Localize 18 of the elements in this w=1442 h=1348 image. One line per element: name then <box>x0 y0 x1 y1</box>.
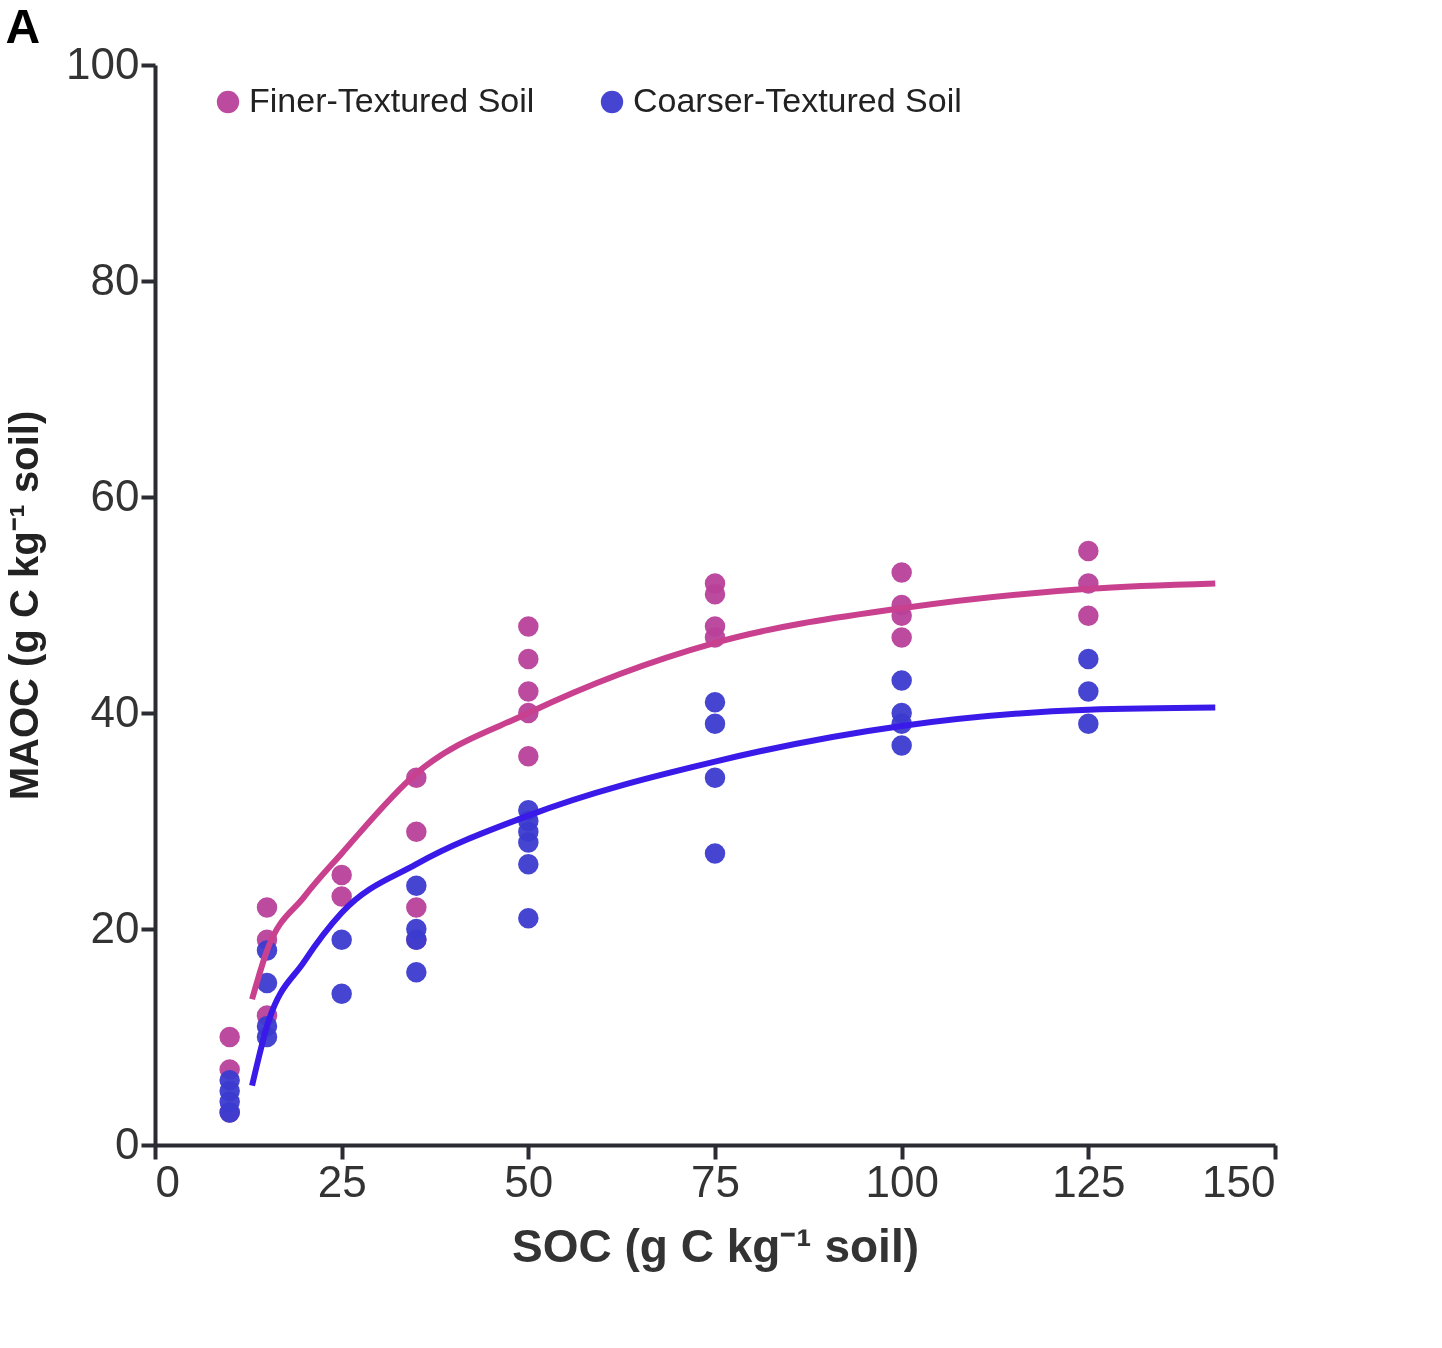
y-tick-label: 0 <box>115 1118 140 1168</box>
x-tick-label: 0 <box>155 1156 180 1206</box>
chart-title: A <box>5 0 41 53</box>
x-tick-label: 75 <box>691 1156 740 1206</box>
x-tick-label: 150 <box>1202 1156 1276 1206</box>
x-axis-title: SOC (g C kg⁻¹ soil) <box>512 1219 919 1272</box>
y-axis-title: MAOC (g C kg⁻¹ soil) <box>2 410 47 801</box>
legend-label: Coarser-Textured Soil <box>633 81 962 119</box>
x-tick-label: 100 <box>865 1156 939 1206</box>
y-tick-label: 20 <box>90 902 140 952</box>
y-tick-label: 40 <box>90 686 140 736</box>
y-tick-label: 80 <box>90 254 140 304</box>
x-tick-label: 25 <box>317 1156 367 1206</box>
x-tick-label: 50 <box>504 1156 554 1206</box>
x-tick-label: 125 <box>1052 1156 1126 1206</box>
legend-label: Finer-Textured Soil <box>249 81 535 119</box>
y-tick-label: 60 <box>90 470 140 520</box>
y-tick-label: 100 <box>66 38 140 88</box>
